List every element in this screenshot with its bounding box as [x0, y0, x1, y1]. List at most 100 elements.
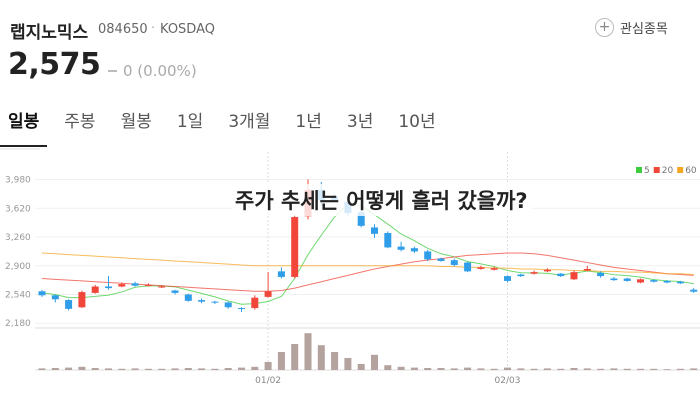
x-tick-label: 02/03: [495, 376, 521, 386]
volume-bar: [410, 367, 418, 370]
volume-bar: [597, 368, 605, 370]
ma-line: [41, 203, 694, 305]
volume-bar: [583, 368, 591, 370]
volume-bar: [304, 333, 312, 370]
volume-bar: [291, 344, 299, 370]
volume-bar: [490, 368, 498, 370]
candle-body: [676, 281, 684, 284]
candle-body: [238, 308, 245, 310]
candle-body: [158, 286, 166, 288]
watch-button[interactable]: + 관심종목: [595, 18, 668, 37]
candle-body: [264, 291, 272, 297]
candle-body: [690, 289, 698, 292]
volume-bar: [570, 368, 578, 370]
y-tick-label: 2,540: [5, 290, 31, 300]
volume-bar: [38, 368, 46, 370]
candle-body: [557, 273, 565, 277]
period-tab[interactable]: 10년: [398, 112, 436, 132]
volume-bar: [184, 368, 192, 370]
volume-bar: [623, 368, 631, 370]
volume-bar: [517, 368, 525, 370]
volume-bar: [344, 358, 352, 370]
volume-bar: [51, 368, 59, 370]
volume-bar: [650, 368, 658, 370]
legend-swatch: [653, 167, 660, 173]
volume-bar: [676, 368, 684, 370]
period-tab[interactable]: 일봉: [0, 107, 48, 147]
candle-body: [397, 246, 405, 250]
period-tab[interactable]: 주봉: [64, 112, 96, 132]
period-tab[interactable]: 월봉: [120, 112, 152, 132]
volume-bar: [690, 368, 698, 370]
candle-body: [118, 284, 126, 287]
volume-bar: [277, 352, 285, 370]
volume-bar: [158, 368, 166, 370]
candle-body: [184, 294, 192, 301]
volume-bar: [477, 368, 485, 370]
volume-bar: [78, 366, 86, 370]
candle-body: [291, 217, 299, 277]
period-tabs: 일봉 주봉 월봉 1일 3개월 1년 3년 10년: [0, 107, 453, 147]
volume-bar: [464, 367, 472, 370]
candle-body: [144, 284, 152, 286]
candle-body: [198, 300, 206, 302]
candle-body: [583, 268, 591, 271]
candle-body: [504, 276, 511, 281]
candle-body: [171, 290, 179, 293]
ma-line: [41, 252, 694, 276]
candle-body: [317, 189, 325, 201]
volume-bar: [65, 367, 73, 370]
volume-bar: [357, 364, 365, 370]
volume-bar: [504, 367, 511, 370]
period-tab[interactable]: 1년: [295, 112, 322, 132]
volume-bar: [557, 368, 565, 370]
volume-bar: [663, 369, 671, 370]
volume-bar: [530, 368, 538, 370]
x-tick-label: 01/02: [255, 376, 281, 386]
candle-body: [597, 272, 605, 277]
volume-bar: [105, 368, 112, 370]
volume-bar: [238, 367, 245, 370]
volume-bar: [331, 352, 339, 370]
annotation-bg: [232, 184, 533, 216]
candle-body: [410, 248, 418, 252]
volume-bar: [317, 345, 325, 370]
volume-bar: [264, 362, 272, 370]
volume-bar: [450, 368, 458, 370]
candle-body: [277, 271, 285, 277]
y-tick-label: 3,620: [5, 204, 31, 214]
candle-body: [570, 272, 578, 280]
period-tab[interactable]: 3개월: [228, 112, 271, 132]
price: 2,575: [8, 47, 101, 82]
candle-body: [437, 258, 445, 261]
candle-body: [384, 233, 392, 248]
ma-line: [41, 252, 694, 292]
volume-bar: [371, 354, 378, 370]
volume-bar: [224, 368, 232, 370]
volume-bar: [91, 368, 99, 370]
candle-body: [663, 280, 671, 283]
candle-body: [211, 301, 219, 303]
volume-bar: [384, 365, 392, 370]
volume-bar: [211, 368, 219, 370]
candle-body: [105, 286, 112, 289]
candle-body: [371, 227, 378, 234]
candle-body: [38, 291, 46, 296]
legend-label: 20: [662, 166, 674, 176]
candle-body: [424, 251, 432, 260]
change-text: 0 (0.00%): [123, 62, 197, 80]
annotation-text: 주가 추세는 어떻게 흘러 갔을까?: [235, 189, 528, 213]
candle-body: [224, 302, 232, 308]
period-tab[interactable]: 1일: [176, 112, 204, 132]
stock-name: 랩지노믹스: [10, 23, 89, 43]
y-tick-label: 3,980: [5, 176, 31, 186]
volume-bar: [424, 368, 432, 370]
period-tab[interactable]: 3년: [346, 112, 374, 132]
candle-body: [331, 197, 339, 201]
candle-body: [91, 286, 99, 293]
volume-bar: [198, 368, 206, 370]
y-tick-label: 2,180: [5, 319, 31, 329]
candle-body: [51, 295, 59, 300]
separator: ·: [151, 21, 156, 36]
